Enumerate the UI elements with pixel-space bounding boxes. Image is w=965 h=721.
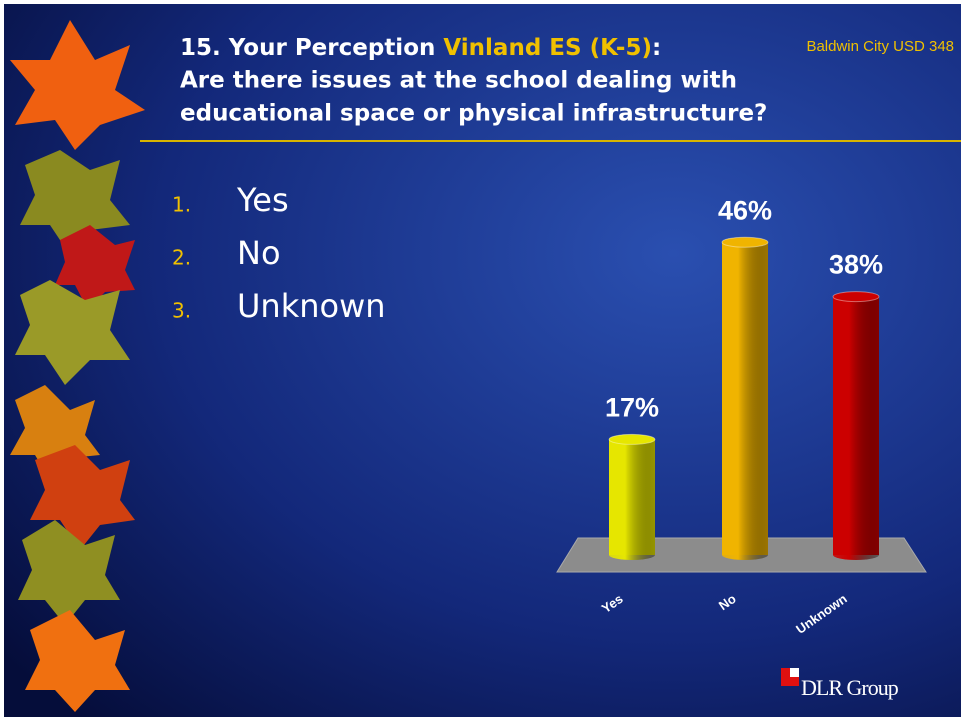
option-number: 2.: [172, 246, 191, 270]
bar: [722, 237, 768, 560]
option-list: 1. Yes 2. No 3. Unknown: [172, 181, 386, 325]
logo-mark: [790, 668, 799, 677]
option-number: 1.: [172, 193, 191, 217]
bar-top: [721, 236, 769, 248]
option-text: Yes: [236, 181, 289, 219]
title-part: :: [652, 35, 661, 61]
corner-label: Baldwin City USD 348: [806, 38, 954, 55]
title-highlight: Vinland ES (K-5): [443, 35, 652, 61]
bar-top: [608, 433, 656, 445]
option-number: 3.: [172, 299, 191, 323]
value-label: 38%: [829, 250, 883, 280]
value-label: 17%: [605, 393, 659, 423]
logo: DLR Group: [801, 675, 899, 700]
option-text: Unknown: [237, 287, 386, 325]
leaf-decoration: [10, 20, 145, 712]
value-label: 46%: [718, 195, 772, 225]
title-line: educational space or physical infrastruc…: [180, 101, 767, 127]
option-text: No: [237, 234, 281, 272]
title-part: 15. Your Perception: [180, 35, 435, 61]
bar: [833, 291, 879, 560]
bar-top: [832, 291, 880, 303]
title-line: Are there issues at the school dealing w…: [180, 68, 737, 94]
background: [4, 4, 961, 717]
title: 15. Your Perception Vinland ES (K-5):: [180, 35, 661, 61]
bar: [609, 434, 655, 560]
